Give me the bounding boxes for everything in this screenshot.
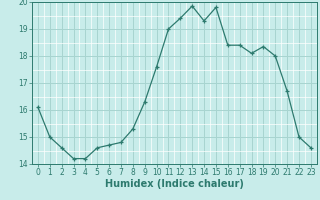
X-axis label: Humidex (Indice chaleur): Humidex (Indice chaleur): [105, 179, 244, 189]
